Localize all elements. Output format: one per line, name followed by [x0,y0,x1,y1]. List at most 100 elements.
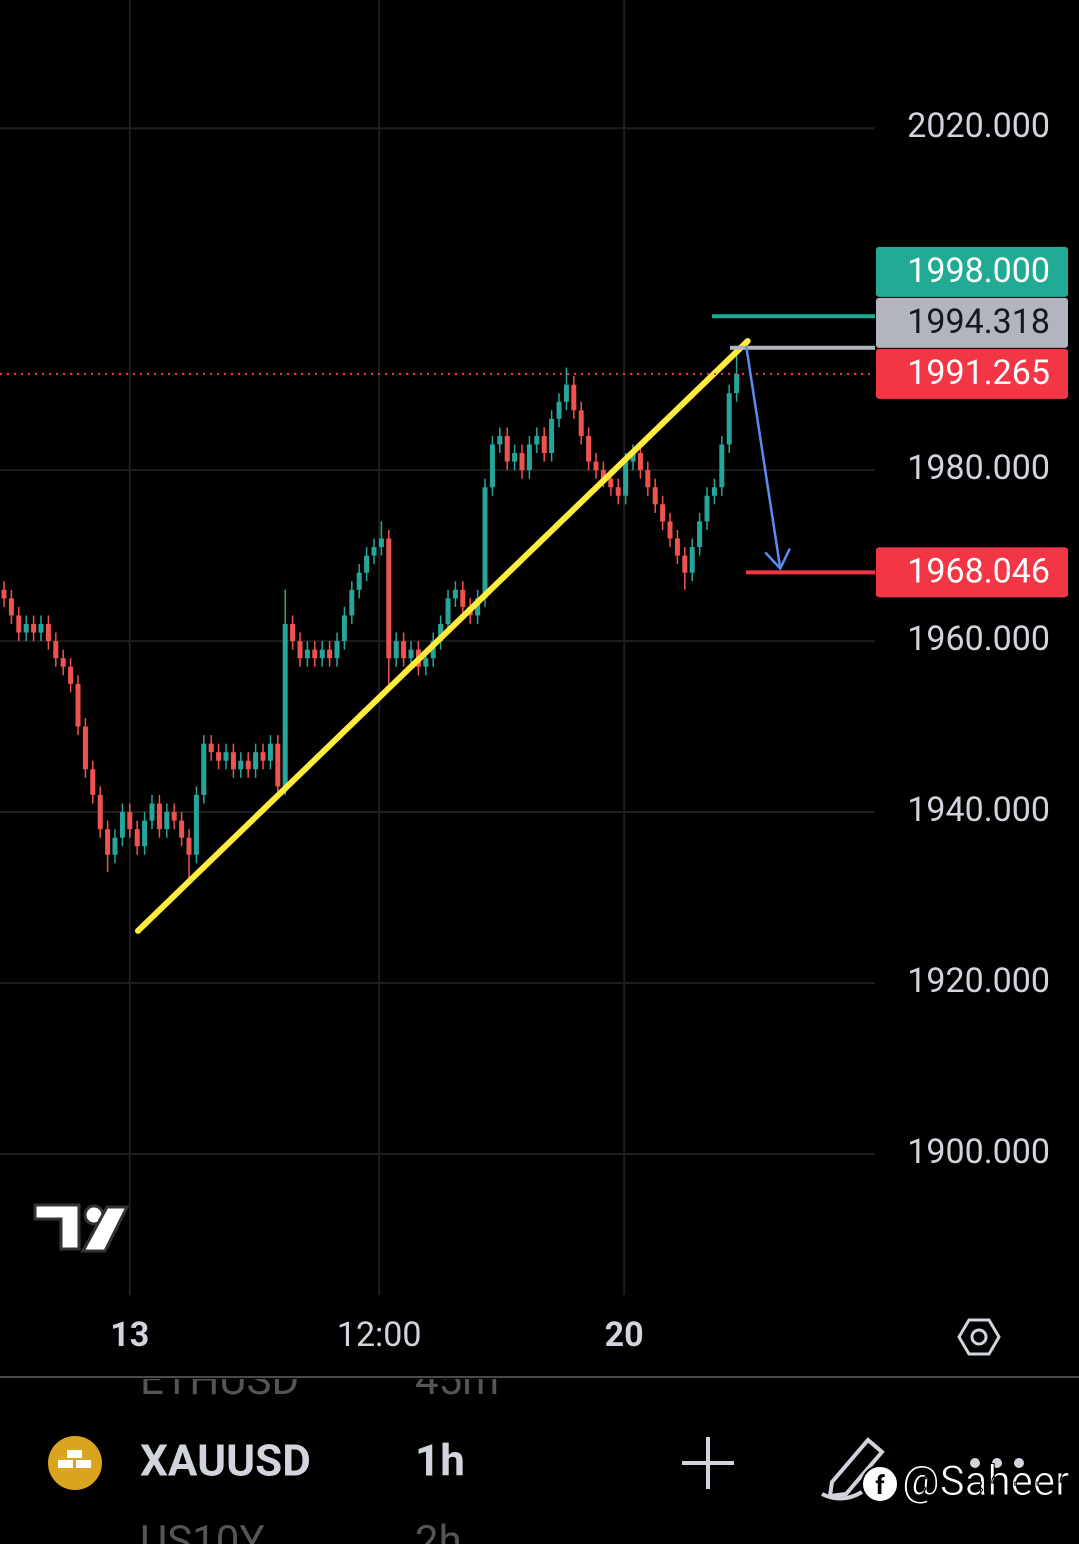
candle-body [623,461,629,496]
candle-body [637,453,643,471]
candle-body [208,743,214,753]
candle-body [334,641,340,659]
candle-body [667,521,673,539]
arrow-head [764,548,791,571]
svg-text:f: f [875,1471,885,1501]
candle-body [164,812,170,830]
y-tick-label: 1900.000 [907,1132,1050,1172]
candle-body [519,453,525,471]
candle-body [127,812,133,830]
candle-body [586,435,592,462]
candle-body [38,623,44,633]
candle-body [526,444,532,471]
x-tick-label: 20 [605,1315,644,1355]
interval[interactable]: 1h [415,1435,465,1487]
candle-body [408,649,414,659]
add-button[interactable] [682,1437,734,1489]
candle-body [512,453,518,462]
candle-body [297,641,303,659]
price-label-box [876,246,1068,297]
candle-body [341,615,347,642]
candle-body [475,598,481,616]
x-tick-label: 13 [110,1315,149,1355]
candle-body [216,752,222,761]
candle-body [660,504,666,522]
y-tick-label: 1960.000 [907,619,1050,659]
candle-body [726,393,732,445]
candle-body [31,623,37,633]
price-label: 1998.000 [907,251,1050,291]
candle-body [497,435,503,445]
candle-body [438,623,444,642]
candle-body [482,487,488,599]
projection-arrow [745,345,782,569]
tv-logo [33,1203,130,1253]
candle-body [201,743,207,795]
candle-body [371,547,377,556]
x-tick-label: 12:00 [337,1315,422,1355]
candle-body [578,410,584,436]
plot [0,314,875,934]
watermark-icon: f [861,1465,899,1503]
candle-body [549,418,555,454]
price-label: 1968.046 [907,551,1050,591]
candle-body [1,589,7,599]
y-tick-label: 1980.000 [907,448,1050,488]
candle-body [171,812,177,821]
candle-body [149,803,155,821]
candle-body [378,538,384,548]
candle-body [275,743,281,787]
candle-body [260,752,266,761]
candle-body [156,803,162,830]
candle-body [105,829,111,855]
next-interval: 2h [415,1517,462,1544]
candle-body [608,478,614,488]
candle-body [60,658,66,667]
y-tick-label: 1920.000 [907,961,1050,1001]
symbol[interactable]: XAUUSD [140,1435,311,1487]
candle-body [711,487,717,496]
price-label: 1991.265 [907,353,1050,393]
candle-body [134,829,140,847]
candle-body [556,401,562,419]
candle-body [460,589,466,607]
candle-body [186,837,192,855]
candle-body [563,384,569,402]
prev-interval: 45m [415,1356,499,1405]
candle-body [45,623,51,642]
candle-body [312,649,318,659]
candle-body [267,743,273,761]
candle-body [53,641,59,659]
candle-body [489,444,495,488]
price-label: 1994.318 [907,302,1050,342]
candle-body [652,487,658,505]
candle-body [423,658,429,667]
candle-body [393,641,399,659]
trendline [134,338,751,934]
draw-button[interactable] [821,1437,885,1501]
axes: 2020.000 1980.000 1960.000 1940.000 1920.000… [110,106,1068,1355]
symbol-icon [48,1436,102,1490]
candle-body [674,538,680,556]
candle-body [719,444,725,488]
settings-icon[interactable] [957,1318,1001,1356]
candle-body [349,589,355,616]
candle-body [82,726,88,770]
price-label-box [876,297,1068,348]
candle-body [541,435,547,454]
candle-body [230,752,236,770]
candle-body [630,453,636,462]
candle-body [327,649,333,659]
grid [0,0,875,1295]
candle-body [534,435,540,445]
more-button[interactable] [970,1458,1024,1468]
candle-body [645,470,651,488]
candle-body [68,666,74,684]
candle-body [75,683,81,727]
candle-body [386,538,392,659]
prev-symbol: ETHUSD [140,1356,299,1405]
candle-body [253,752,259,770]
candle-body [179,820,185,838]
